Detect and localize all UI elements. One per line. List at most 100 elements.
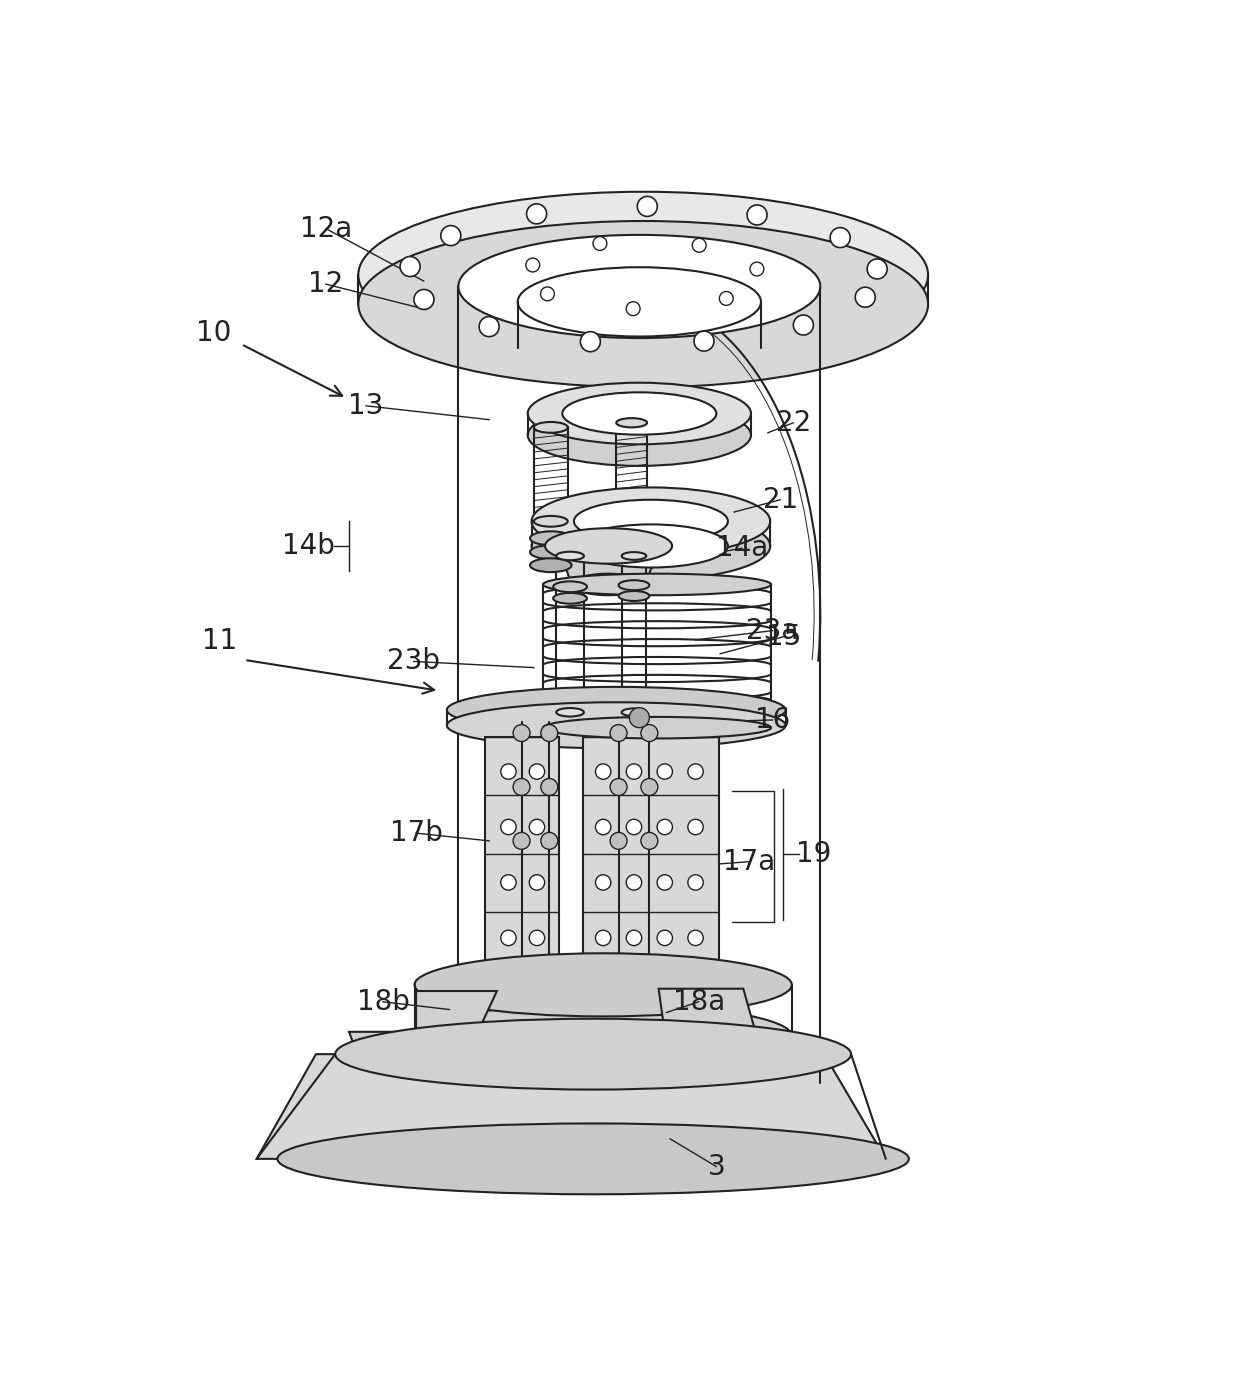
Circle shape [595,930,611,946]
Circle shape [501,874,516,890]
Circle shape [688,764,703,779]
Circle shape [501,764,516,779]
Ellipse shape [568,253,718,297]
Circle shape [657,930,672,946]
Circle shape [626,930,641,946]
Circle shape [641,832,658,849]
Circle shape [529,874,544,890]
Circle shape [595,820,611,835]
Ellipse shape [529,558,572,572]
Ellipse shape [616,418,647,427]
Text: 16: 16 [755,706,790,734]
Ellipse shape [414,1004,792,1067]
Circle shape [688,820,703,835]
Ellipse shape [528,404,751,466]
Circle shape [750,262,764,276]
Ellipse shape [613,540,651,553]
Text: 21: 21 [763,485,797,513]
Circle shape [626,874,641,890]
Circle shape [867,259,887,278]
Circle shape [501,820,516,835]
Circle shape [501,930,516,946]
Ellipse shape [616,513,647,522]
Ellipse shape [613,554,651,567]
Polygon shape [485,737,558,972]
Ellipse shape [553,582,587,592]
Ellipse shape [574,499,728,543]
Circle shape [529,930,544,946]
Circle shape [657,764,672,779]
Circle shape [541,778,558,796]
Ellipse shape [278,1123,909,1195]
Ellipse shape [543,574,771,595]
Circle shape [440,225,461,246]
Circle shape [746,206,768,225]
Polygon shape [658,989,759,1044]
Ellipse shape [574,525,728,568]
Ellipse shape [557,551,584,560]
Circle shape [414,290,434,309]
Ellipse shape [553,593,587,604]
Ellipse shape [459,235,821,339]
Circle shape [610,832,627,849]
Polygon shape [350,990,497,1058]
Circle shape [610,778,627,796]
Circle shape [595,874,611,890]
Circle shape [479,316,500,337]
Circle shape [513,778,529,796]
Ellipse shape [446,687,786,733]
Text: 3: 3 [708,1153,725,1181]
Ellipse shape [532,512,770,579]
Circle shape [657,820,672,835]
Ellipse shape [446,702,786,748]
Text: 13: 13 [348,392,383,420]
Circle shape [637,196,657,217]
Polygon shape [257,1055,885,1158]
Ellipse shape [621,708,646,716]
Circle shape [541,832,558,849]
Ellipse shape [534,422,568,432]
Ellipse shape [335,1018,851,1090]
Circle shape [513,832,529,849]
Ellipse shape [528,383,751,445]
Circle shape [626,820,641,835]
Polygon shape [546,546,672,585]
Circle shape [657,874,672,890]
Circle shape [527,204,547,224]
Circle shape [641,725,658,741]
Text: 19: 19 [796,839,832,867]
Circle shape [794,315,813,334]
Ellipse shape [546,529,672,564]
Text: 17a: 17a [723,848,775,876]
Text: 18b: 18b [357,988,409,1016]
Text: 14a: 14a [715,534,768,562]
Circle shape [529,820,544,835]
Ellipse shape [543,716,771,739]
Ellipse shape [529,546,572,560]
Ellipse shape [532,487,770,555]
Circle shape [641,778,658,796]
Text: 18a: 18a [672,988,724,1016]
Ellipse shape [572,574,646,595]
Text: 12a: 12a [300,214,352,242]
Circle shape [688,874,703,890]
Circle shape [513,725,529,741]
Text: 23a: 23a [746,617,799,645]
Circle shape [401,256,420,277]
Circle shape [830,228,851,248]
Circle shape [595,764,611,779]
Circle shape [694,332,714,351]
Ellipse shape [358,192,928,358]
Ellipse shape [563,392,717,435]
Ellipse shape [459,1032,821,1135]
Circle shape [692,238,706,252]
Circle shape [688,930,703,946]
Text: 12: 12 [309,270,343,298]
Text: 14b: 14b [281,532,335,560]
Circle shape [526,257,539,271]
Circle shape [719,291,733,305]
Ellipse shape [613,526,651,539]
Circle shape [626,302,640,316]
Text: 15: 15 [766,623,801,651]
Ellipse shape [621,553,646,560]
